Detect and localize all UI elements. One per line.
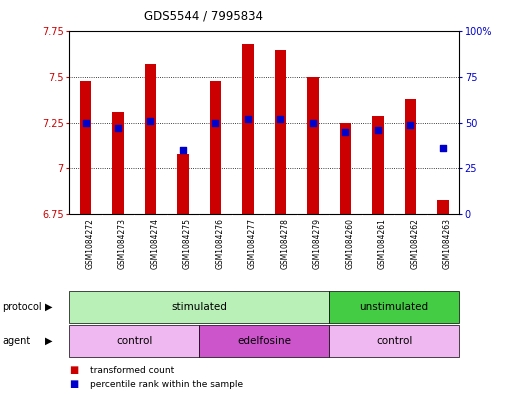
Text: edelfosine: edelfosine xyxy=(237,336,291,346)
Point xyxy=(146,118,154,124)
Bar xyxy=(329,325,459,357)
Bar xyxy=(210,81,221,214)
Text: GSM1084277: GSM1084277 xyxy=(248,218,257,269)
Bar xyxy=(177,154,189,214)
Bar xyxy=(145,64,156,214)
Bar xyxy=(199,325,329,357)
Point xyxy=(439,145,447,152)
Text: GSM1084260: GSM1084260 xyxy=(345,218,354,269)
Bar xyxy=(275,50,286,214)
Point xyxy=(374,127,382,133)
Point xyxy=(309,119,317,126)
Text: GSM1084278: GSM1084278 xyxy=(281,218,289,269)
Text: GSM1084275: GSM1084275 xyxy=(183,218,192,269)
Point xyxy=(179,147,187,153)
Point xyxy=(114,125,122,131)
Text: GSM1084263: GSM1084263 xyxy=(443,218,452,269)
Text: GSM1084273: GSM1084273 xyxy=(118,218,127,269)
Point xyxy=(244,116,252,122)
Text: GSM1084261: GSM1084261 xyxy=(378,218,387,269)
Point xyxy=(211,119,220,126)
Bar xyxy=(372,116,384,214)
Point xyxy=(277,116,285,122)
Bar xyxy=(80,81,91,214)
Text: GDS5544 / 7995834: GDS5544 / 7995834 xyxy=(144,10,263,23)
Bar xyxy=(405,99,416,214)
Bar xyxy=(112,112,124,214)
Bar xyxy=(69,291,329,323)
Text: GSM1084274: GSM1084274 xyxy=(150,218,160,269)
Bar xyxy=(340,123,351,214)
Text: GSM1084279: GSM1084279 xyxy=(313,218,322,269)
Text: control: control xyxy=(376,336,412,346)
Text: control: control xyxy=(116,336,152,346)
Text: ■: ■ xyxy=(69,365,78,375)
Text: transformed count: transformed count xyxy=(90,366,174,375)
Text: stimulated: stimulated xyxy=(171,302,227,312)
Point xyxy=(341,129,349,135)
Bar xyxy=(307,77,319,214)
Text: agent: agent xyxy=(3,336,31,346)
Text: GSM1084272: GSM1084272 xyxy=(86,218,94,269)
Text: GSM1084262: GSM1084262 xyxy=(410,218,420,269)
Text: ▶: ▶ xyxy=(45,336,52,346)
Text: ■: ■ xyxy=(69,379,78,389)
Bar xyxy=(329,291,459,323)
Bar xyxy=(242,44,253,214)
Text: ▶: ▶ xyxy=(45,302,52,312)
Point xyxy=(406,121,415,128)
Text: percentile rank within the sample: percentile rank within the sample xyxy=(90,380,243,389)
Text: GSM1084276: GSM1084276 xyxy=(215,218,225,269)
Text: unstimulated: unstimulated xyxy=(360,302,429,312)
Bar xyxy=(69,325,199,357)
Text: protocol: protocol xyxy=(3,302,42,312)
Bar xyxy=(437,200,448,214)
Point xyxy=(82,119,90,126)
